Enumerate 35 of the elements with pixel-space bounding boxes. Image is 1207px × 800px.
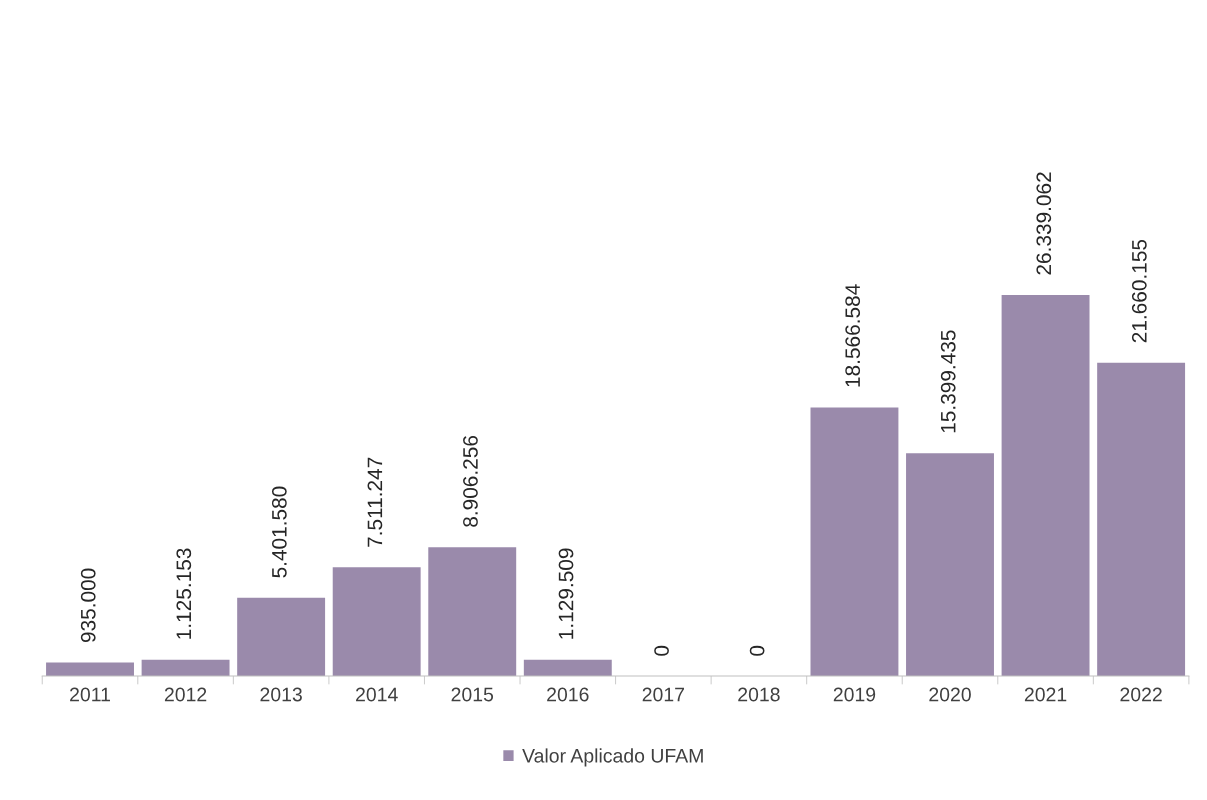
data-label: 0 [749, 645, 765, 656]
bar [332, 567, 421, 676]
x-tick-label: 2016 [547, 687, 589, 702]
data-label: 18.566.584 [845, 284, 861, 387]
x-tick-label: 2014 [356, 687, 398, 702]
x-tick-label: 2013 [260, 687, 302, 702]
x-tick-label: 2019 [833, 687, 876, 702]
bar [523, 659, 612, 676]
bar [1097, 362, 1186, 676]
x-tick-label: 2015 [451, 687, 494, 702]
data-label: 0 [654, 645, 669, 656]
x-tick-label: 2018 [738, 687, 780, 702]
x-tick-label: 2020 [929, 687, 971, 702]
data-label: 1.125.153 [176, 548, 192, 639]
bar [428, 547, 517, 676]
bar [810, 407, 899, 676]
data-label: 935.000 [80, 568, 96, 643]
x-tick-label: 2022 [1120, 687, 1162, 702]
data-label: 5.401.580 [271, 486, 287, 578]
bar [906, 453, 994, 676]
x-tick-label: 2021 [1024, 687, 1067, 702]
bar [1001, 295, 1090, 676]
x-tick-label: 2011 [70, 687, 110, 702]
bar [237, 597, 326, 676]
data-label: 8.906.256 [463, 435, 478, 527]
bar [46, 662, 134, 676]
bar [141, 659, 230, 676]
data-label: 15.399.435 [940, 330, 956, 433]
x-tick-label: 2012 [164, 687, 207, 702]
x-tick-label: 2017 [642, 687, 684, 702]
data-label: 7.511.247 [367, 457, 383, 547]
data-label: 21.660.155 [1131, 239, 1147, 343]
legend-label: Valor Aplicado UFAM [522, 748, 703, 767]
data-label: 1.129.509 [558, 548, 574, 639]
data-label: 26.339.062 [1036, 172, 1052, 275]
